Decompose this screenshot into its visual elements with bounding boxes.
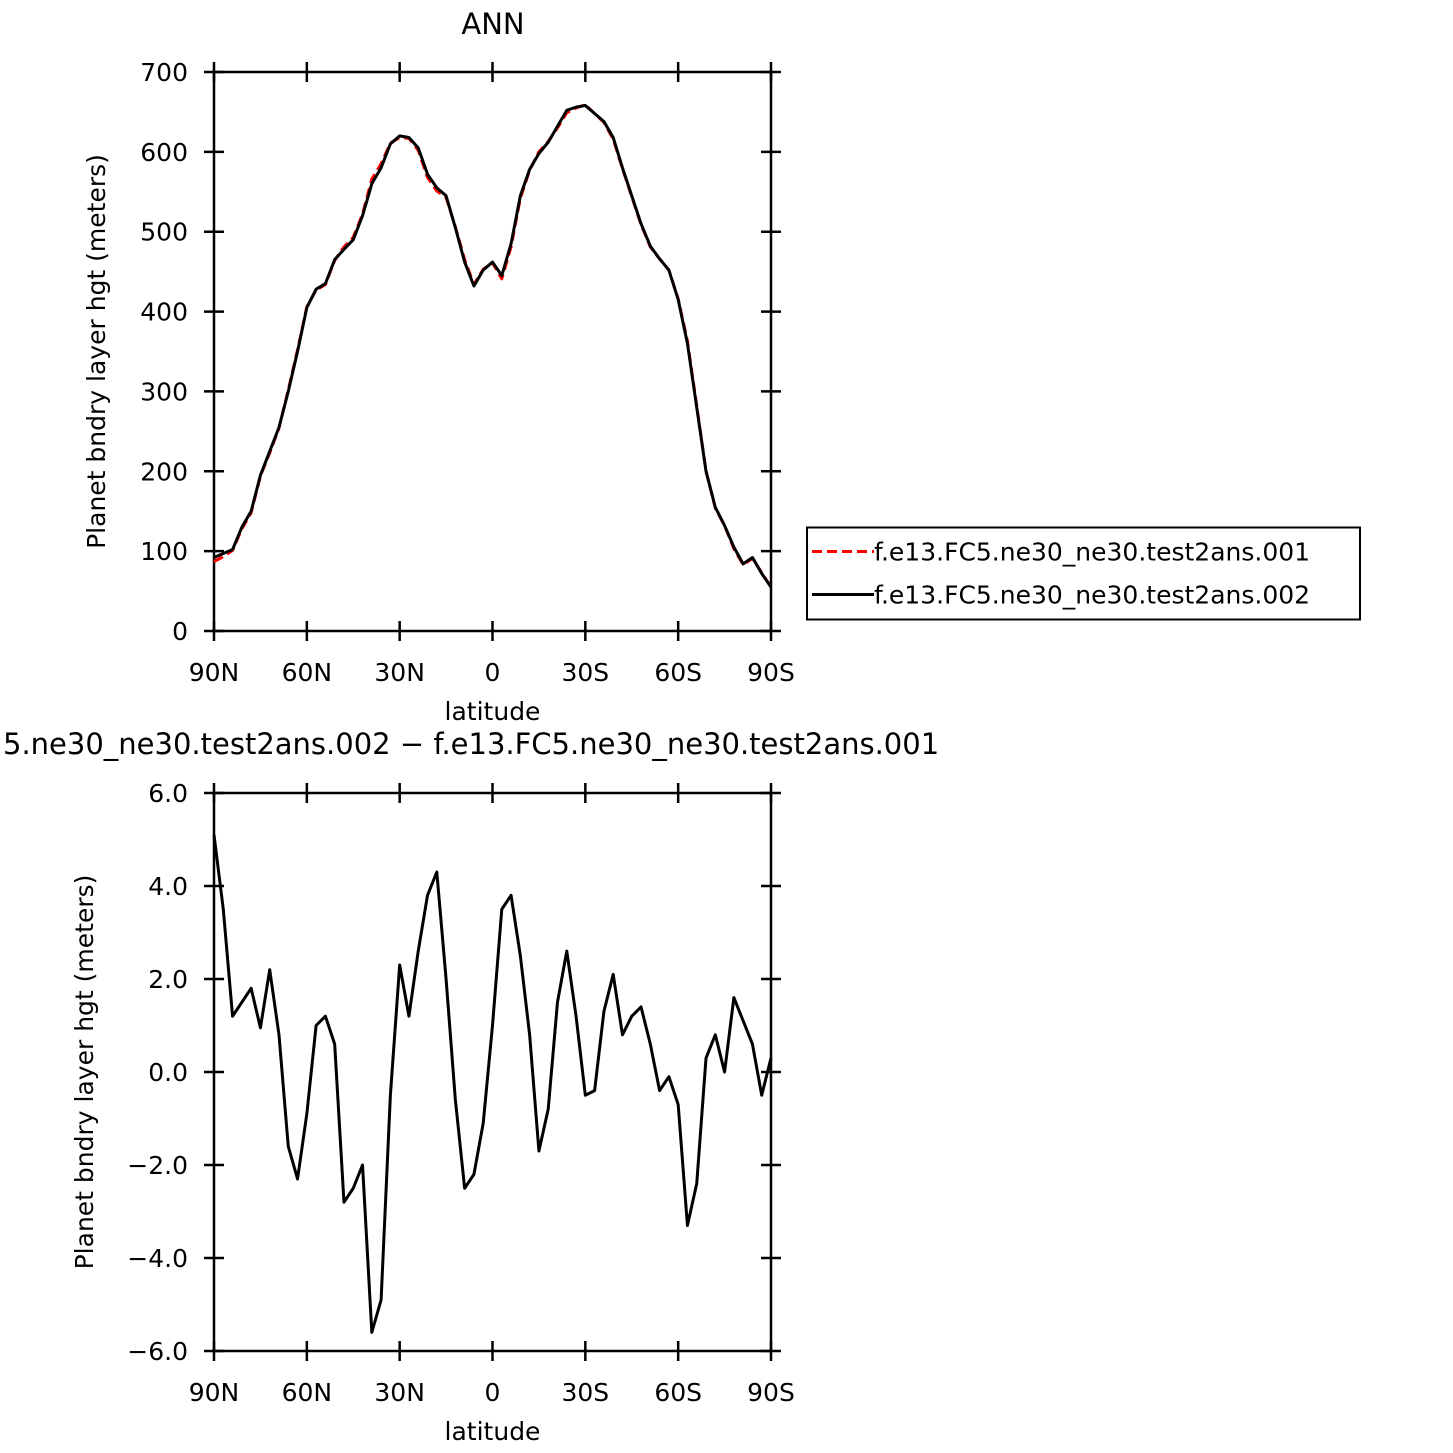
x-tick-label: 60S: [654, 1378, 702, 1407]
x-axis-label: latitude: [445, 1417, 541, 1446]
y-tick-label: 200: [140, 457, 188, 486]
legend-label: f.e13.FC5.ne30_ne30.test2ans.001: [874, 538, 1310, 567]
x-tick-label: 30N: [374, 658, 425, 687]
x-tick-label: 60S: [654, 658, 702, 687]
y-tick-label: −2.0: [127, 1151, 188, 1180]
chart-title: ANN: [461, 7, 524, 41]
y-tick-label: 600: [140, 138, 188, 167]
x-tick-label: 30N: [374, 1378, 425, 1407]
y-tick-label: 6.0: [148, 779, 188, 808]
y-tick-label: 0: [172, 617, 188, 646]
legend-label: f.e13.FC5.ne30_ne30.test2ans.002: [874, 581, 1310, 610]
y-tick-label: 0.0: [148, 1058, 188, 1087]
series-line: [213, 104, 773, 588]
y-tick-label: 300: [140, 377, 188, 406]
y-tick-label: 100: [140, 537, 188, 566]
legend-box: [806, 526, 1361, 621]
x-tick-label: 0: [485, 1378, 501, 1407]
series-line: [212, 834, 773, 1334]
y-axis-label: Planet bndry layer hgt (meters): [82, 154, 111, 549]
x-axis-label: latitude: [445, 697, 541, 726]
y-tick-label: 4.0: [148, 872, 188, 901]
x-tick-label: 0: [485, 658, 501, 687]
chart-title: 5.ne30_ne30.test2ans.002 − f.e13.FC5.ne3…: [3, 727, 939, 761]
x-tick-label: 30S: [561, 658, 609, 687]
x-tick-label: 90S: [747, 658, 795, 687]
y-tick-label: −4.0: [127, 1244, 188, 1273]
y-tick-label: 700: [140, 58, 188, 87]
x-tick-label: 90S: [747, 1378, 795, 1407]
y-tick-label: 400: [140, 298, 188, 327]
y-tick-label: 500: [140, 218, 188, 247]
x-tick-label: 30S: [561, 1378, 609, 1407]
x-tick-label: 60N: [282, 1378, 333, 1407]
y-tick-label: 2.0: [148, 965, 188, 994]
plot-frame: [212, 791, 773, 1353]
y-axis-label: Planet bndry layer hgt (meters): [70, 875, 99, 1270]
x-tick-label: 90N: [189, 1378, 240, 1407]
y-tick-label: −6.0: [127, 1337, 188, 1366]
x-tick-label: 60N: [282, 658, 333, 687]
x-tick-label: 90N: [189, 658, 240, 687]
